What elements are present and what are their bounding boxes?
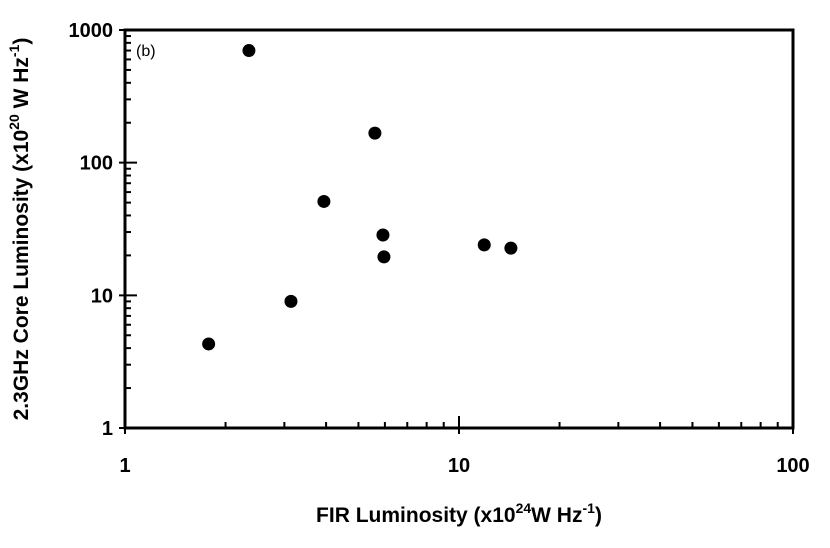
x-tick-label: 1: [119, 455, 130, 477]
y-title-sup: -1: [6, 44, 22, 57]
point: [368, 126, 382, 140]
x-title-sup: -1: [582, 500, 595, 516]
x-title-part: W Hz: [531, 504, 582, 527]
point: [202, 337, 216, 351]
plot-frame: [123, 28, 795, 430]
x-title-sup: 24: [516, 500, 532, 516]
y-tick-label: 1: [102, 418, 113, 440]
y-title-part: W Hz: [10, 57, 33, 114]
point: [317, 194, 331, 208]
x-title-part: FIR Luminosity (x10: [316, 504, 516, 527]
point: [376, 228, 390, 242]
annotation: (b): [136, 43, 156, 60]
y-axis-title: 2.3GHz Core Luminosity (x1020 W Hz-1): [6, 38, 33, 421]
x-tick-label: 100: [776, 455, 809, 477]
point: [504, 241, 518, 255]
y-tick-label: 100: [80, 153, 113, 175]
y-tick-label: 1000: [69, 20, 114, 42]
x-tick-label: 10: [448, 455, 470, 477]
y-title-part: ): [10, 38, 33, 45]
point: [377, 250, 391, 264]
y-title-part: 2.3GHz Core Luminosity (x10: [10, 130, 33, 421]
x-title-part: ): [595, 504, 602, 527]
y-tick-label: 10: [91, 285, 113, 307]
x-axis-title: FIR Luminosity (x1024W Hz-1): [316, 500, 602, 527]
point: [284, 294, 298, 308]
point: [242, 44, 256, 58]
point: [477, 238, 491, 252]
y-title-sup: 20: [6, 114, 22, 130]
